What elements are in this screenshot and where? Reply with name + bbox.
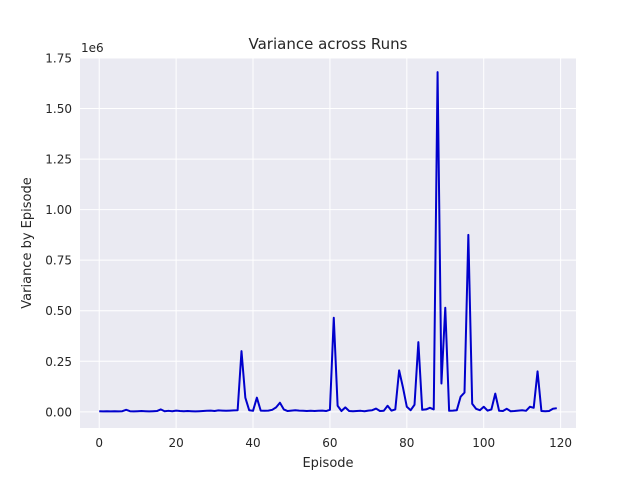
x-tick-label: 40 bbox=[245, 436, 260, 450]
y-tick-label: 0.75 bbox=[45, 254, 72, 268]
y-tick-label: 0.50 bbox=[45, 304, 72, 318]
y-tick-label: 1.50 bbox=[45, 102, 72, 116]
x-tick-label: 0 bbox=[95, 436, 103, 450]
series-line bbox=[99, 71, 557, 413]
y-tick-label: 1.25 bbox=[45, 153, 72, 167]
grid bbox=[80, 57, 576, 428]
y-tick-label: 0.25 bbox=[45, 355, 72, 369]
y-axis-label: Variance by Episode bbox=[20, 177, 35, 308]
x-tick-label: 20 bbox=[168, 436, 183, 450]
y-tick-label: 1.00 bbox=[45, 203, 72, 217]
y-multiplier-label: 1e6 bbox=[81, 41, 104, 55]
y-tick-label: 1.75 bbox=[45, 52, 72, 66]
tick-labels: 0 20 40 60 80 100 120 0.00 0.25 0.50 0.75 1.00 1.25 1… bbox=[45, 52, 572, 451]
x-axis-label: Episode bbox=[302, 456, 353, 471]
x-tick-label: 100 bbox=[472, 436, 495, 450]
x-tick-label: 80 bbox=[399, 436, 414, 450]
x-tick-label: 60 bbox=[322, 436, 337, 450]
x-tick-label: 120 bbox=[549, 436, 572, 450]
chart-title: Variance across Runs bbox=[249, 35, 408, 53]
plot-background bbox=[80, 58, 576, 428]
y-tick-label: 0.00 bbox=[45, 405, 72, 419]
